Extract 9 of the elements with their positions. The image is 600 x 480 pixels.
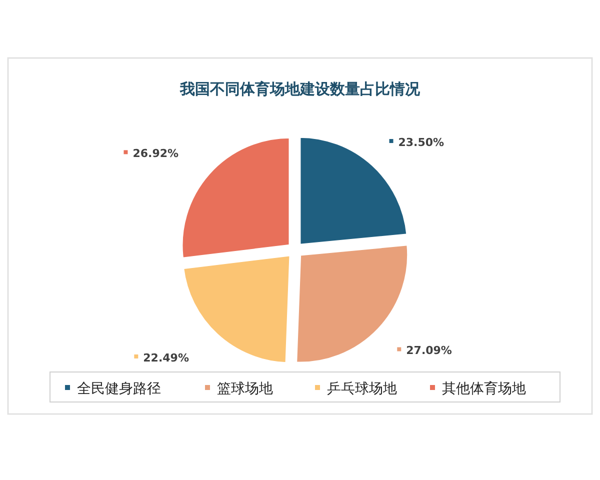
data-label: 23.50% — [398, 136, 444, 150]
legend-label: 全民健身路径 — [77, 381, 161, 397]
legend-label: 其他体育场地 — [442, 380, 526, 397]
legend-label: 乒乓球场地 — [327, 381, 397, 397]
data-label: 27.09% — [406, 344, 452, 358]
data-label: 26.92% — [132, 147, 179, 160]
data-label: 22.49% — [143, 351, 189, 364]
legend-label: 篮球场地 — [217, 381, 273, 397]
chart-title: 我国不同体育场地建设数量占比情况 — [179, 80, 421, 98]
